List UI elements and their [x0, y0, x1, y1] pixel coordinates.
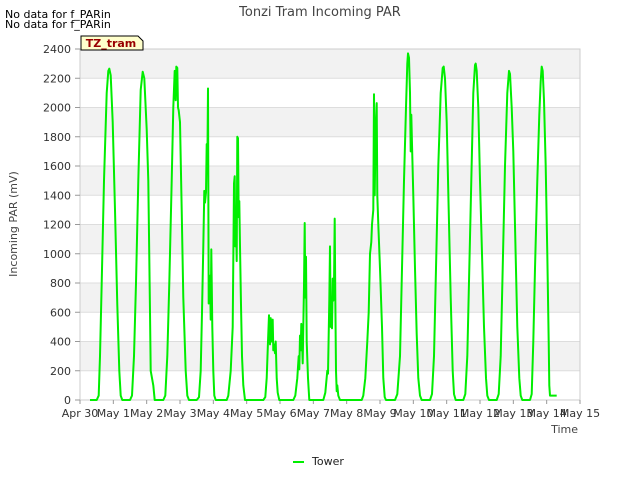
x-tick-label: May 7 [297, 407, 330, 420]
no-data-note-2: No data for f_PARin [5, 18, 111, 31]
x-tick-label: May 12 [460, 407, 500, 420]
x-tick-label: May 10 [393, 407, 433, 420]
y-tick-label: 600 [50, 306, 71, 319]
x-tick-label: May 11 [427, 407, 467, 420]
legend-label-tower: Tower [311, 455, 344, 468]
y-tick-label: 2200 [43, 72, 71, 85]
x-tick-label: May 6 [263, 407, 296, 420]
x-tick-label: May 3 [163, 407, 196, 420]
plot-band [80, 341, 580, 371]
x-tick-label: Apr 30 [62, 407, 99, 420]
y-tick-label: 0 [64, 394, 71, 407]
site-label: TZ_tram [86, 37, 137, 50]
y-tick-label: 800 [50, 277, 71, 290]
y-tick-label: 1200 [43, 219, 71, 232]
y-tick-label: 1400 [43, 189, 71, 202]
x-tick-label: May 5 [230, 407, 263, 420]
y-tick-label: 200 [50, 365, 71, 378]
x-tick-label: May 13 [493, 407, 533, 420]
y-tick-label: 1000 [43, 248, 71, 261]
plot-band [80, 107, 580, 137]
x-tick-label: May 15 [560, 407, 600, 420]
y-tick-label: 1600 [43, 160, 71, 173]
x-tick-label: May 1 [97, 407, 130, 420]
x-tick-label: May 14 [527, 407, 567, 420]
x-tick-label: May 8 [330, 407, 363, 420]
no-data-note-1: No data for f_PARin [5, 8, 111, 21]
x-tick-label: May 9 [363, 407, 396, 420]
series-line-tower [90, 52, 557, 401]
x-tick-label: May 2 [130, 407, 163, 420]
plot-band [80, 166, 580, 196]
x-tick-label: May 4 [197, 407, 230, 420]
y-tick-label: 1800 [43, 131, 71, 144]
series-layer [90, 52, 557, 401]
y-tick-label: 400 [50, 336, 71, 349]
plot-band [80, 49, 580, 79]
x-axis-label: Time [550, 423, 578, 436]
site-label-box: TZ_tram [80, 35, 144, 51]
legend: Tower [293, 455, 344, 468]
y-tick-label: 2400 [43, 43, 71, 56]
y-axis-label: Incoming PAR (mV) [7, 171, 20, 277]
chart-title: Tonzi Tram Incoming PAR [238, 5, 401, 20]
y-tick-label: 2000 [43, 102, 71, 115]
y-axis-ticks: 0 200 400 600 800 1000 1200 1400 1600 1800 2000 220… [43, 43, 80, 407]
